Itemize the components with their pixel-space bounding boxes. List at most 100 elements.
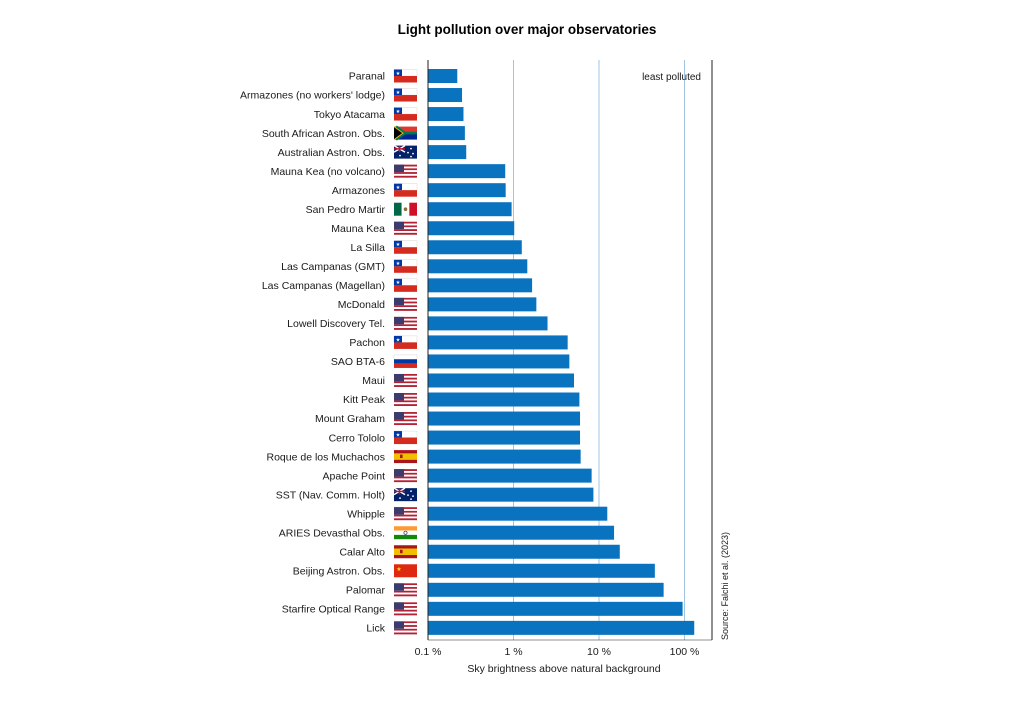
- usa-flag-icon: [394, 469, 417, 483]
- chile-flag-icon: ★: [393, 107, 418, 121]
- category-label: SST (Nav. Comm. Holt): [276, 489, 385, 501]
- bar: [428, 506, 608, 521]
- bar: [428, 145, 467, 160]
- south-africa-flag-icon: [393, 125, 417, 141]
- category-label: Armazones: [332, 185, 385, 197]
- bar: [428, 354, 570, 369]
- category-label: Las Campanas (GMT): [281, 261, 385, 273]
- bar: [428, 430, 581, 445]
- bar: [428, 259, 528, 274]
- category-label: San Pedro Martir: [306, 204, 386, 216]
- bar: [428, 88, 463, 103]
- category-label: Cerro Tololo: [329, 432, 386, 444]
- bar: [428, 335, 568, 350]
- svg-text:★: ★: [396, 71, 401, 77]
- category-label: Calar Alto: [339, 546, 385, 558]
- category-label: Beijing Astron. Obs.: [293, 565, 385, 577]
- x-tick-label: 10 %: [587, 646, 611, 658]
- usa-flag-icon: [394, 583, 417, 597]
- bar: [428, 221, 515, 236]
- australia-flag-icon: [393, 145, 417, 159]
- x-tick-label: 0.1 %: [415, 646, 442, 658]
- bar: [428, 297, 537, 312]
- least-polluted-annotation: least polluted: [642, 72, 701, 83]
- flag-icons: ★ ★ ★ ★ ★ ★ ★ ★ ★ ★: [393, 69, 418, 635]
- svg-text:★: ★: [396, 280, 401, 286]
- category-label: Whipple: [347, 508, 385, 520]
- usa-flag-icon: [394, 221, 417, 235]
- spain-flag-icon: [394, 545, 417, 559]
- usa-flag-icon: [394, 297, 417, 311]
- bar: [428, 601, 683, 616]
- bar: [428, 487, 594, 502]
- category-label: Starfire Optical Range: [282, 604, 385, 616]
- usa-flag-icon: [394, 316, 417, 330]
- svg-text:★: ★: [396, 337, 401, 343]
- chile-flag-icon: ★: [393, 259, 418, 273]
- bar: [428, 278, 533, 293]
- usa-flag-icon: [394, 412, 417, 426]
- bar: [428, 620, 695, 635]
- category-label: Mauna Kea: [331, 223, 385, 235]
- bar: [428, 183, 506, 198]
- chile-flag-icon: ★: [393, 335, 418, 349]
- usa-flag-icon: [394, 164, 417, 178]
- svg-text:★: ★: [396, 109, 401, 115]
- usa-flag-icon: [394, 393, 417, 407]
- category-label: Tokyo Atacama: [314, 109, 385, 121]
- svg-text:★: ★: [396, 261, 401, 267]
- chart-title: Light pollution over major observatories: [398, 22, 657, 37]
- chile-flag-icon: ★: [393, 183, 418, 197]
- category-label: Mount Graham: [315, 413, 385, 425]
- category-label: Lick: [366, 623, 385, 635]
- category-labels: Paranal Armazones (no workers' lodge) Toky…: [240, 71, 386, 635]
- grid-lines: [513, 60, 685, 640]
- category-label: La Silla: [351, 242, 386, 254]
- chile-flag-icon: ★: [393, 430, 418, 445]
- usa-flag-icon: [394, 507, 417, 521]
- category-label: McDonald: [338, 299, 385, 311]
- category-label: Mauna Kea (no volcano): [271, 166, 385, 178]
- russia-flag-icon: [393, 354, 418, 368]
- category-label: Apache Point: [323, 470, 386, 482]
- svg-text:★: ★: [396, 90, 401, 96]
- category-label: Maui: [362, 375, 385, 387]
- australia-flag-icon: [393, 487, 417, 502]
- bar: [428, 240, 522, 255]
- category-label: Roque de los Muchachos: [267, 451, 386, 463]
- svg-text:★: ★: [396, 242, 401, 248]
- category-label: SAO BTA-6: [331, 356, 385, 368]
- bars: [428, 69, 695, 635]
- x-tick-label: 100 %: [670, 646, 700, 658]
- category-label: Kitt Peak: [343, 394, 386, 406]
- spain-flag-icon: [394, 450, 417, 464]
- category-label: Lowell Discovery Tel.: [287, 318, 385, 330]
- mexico-flag-icon: [394, 202, 417, 216]
- bar: [428, 373, 574, 388]
- usa-flag-icon: [394, 621, 417, 635]
- bar: [428, 164, 506, 179]
- x-tick-labels: 0.1 % 1 % 10 % 100 %: [415, 646, 700, 658]
- category-label: Las Campanas (Magellan): [262, 280, 385, 292]
- x-tick-label: 1 %: [504, 646, 522, 658]
- svg-text:★: ★: [396, 432, 401, 438]
- bar: [428, 392, 580, 407]
- bar: [428, 69, 458, 83]
- bar: [428, 449, 581, 464]
- bar: [428, 411, 581, 426]
- bar: [428, 107, 464, 122]
- category-label: Australian Astron. Obs.: [278, 147, 385, 159]
- chile-flag-icon: ★: [393, 278, 418, 292]
- category-label: South African Astron. Obs.: [262, 128, 385, 140]
- source-note: Source: Falchi et al. (2023): [720, 532, 730, 640]
- category-label: Pachon: [349, 337, 385, 349]
- bar: [428, 544, 620, 559]
- category-label: Palomar: [346, 585, 386, 597]
- bar: [428, 126, 465, 141]
- bar: [428, 316, 548, 331]
- bar: [428, 525, 615, 540]
- india-flag-icon: [394, 526, 417, 540]
- china-flag-icon: ★: [394, 564, 417, 578]
- bar: [428, 582, 664, 597]
